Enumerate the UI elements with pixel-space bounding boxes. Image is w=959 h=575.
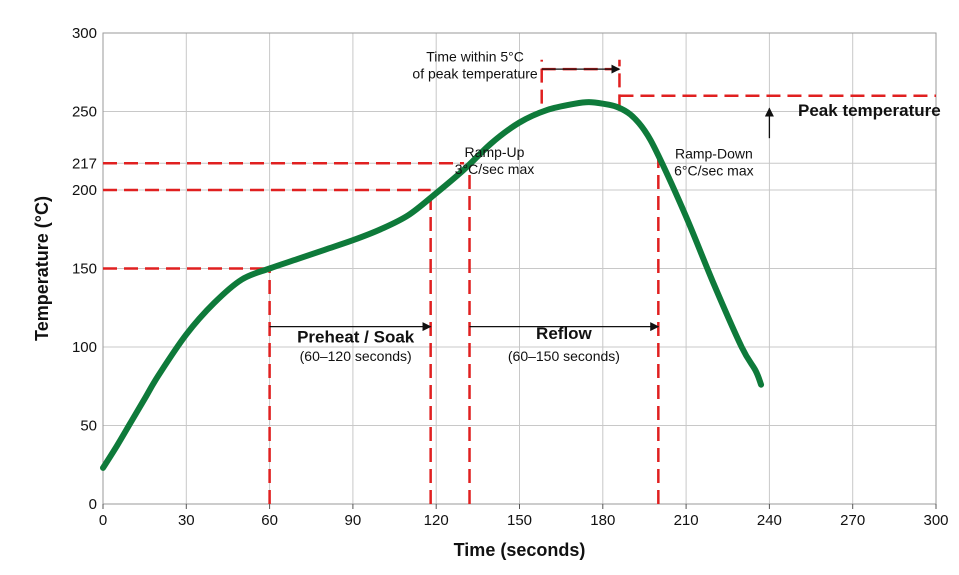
y-tick-label: 100 bbox=[72, 339, 97, 356]
x-tick-label: 120 bbox=[424, 512, 449, 529]
y-tick-label: 50 bbox=[80, 418, 97, 435]
x-tick-label: 90 bbox=[345, 512, 362, 529]
annotation-line: (60–150 seconds) bbox=[508, 348, 620, 364]
y-tick-label: 250 bbox=[72, 104, 97, 121]
annotation-line: Time within 5°C bbox=[426, 48, 524, 64]
annotation-line: Preheat / Soak bbox=[297, 327, 415, 346]
x-tick-label: 0 bbox=[99, 512, 107, 529]
arrows-layer bbox=[269, 64, 774, 332]
x-tick-label: 150 bbox=[507, 512, 532, 529]
x-tick-label: 60 bbox=[261, 512, 278, 529]
annotation-text: Preheat / Soak bbox=[297, 327, 415, 346]
annotation-line: Reflow bbox=[536, 324, 593, 343]
annotation-text: Time within 5°C of peak temperature bbox=[412, 48, 538, 81]
x-tick-label: 210 bbox=[674, 512, 699, 529]
annotation-line: 3°C/sec max bbox=[455, 161, 535, 177]
annotations-layer: Preheat / Soak (60–120 seconds) Reflow (60–… bbox=[297, 48, 941, 364]
y-tick-label: 150 bbox=[72, 261, 97, 278]
annotation-text: (60–120 seconds) bbox=[300, 348, 412, 364]
x-tick-label: 30 bbox=[178, 512, 195, 529]
annotation-line: of peak temperature bbox=[412, 65, 538, 81]
y-tick-label: 0 bbox=[89, 496, 97, 513]
tick-labels-layer: 0 30 60 90 120 150 180 210 240 270 300 0 50 100 150 200… bbox=[72, 25, 949, 529]
x-tick-label: 180 bbox=[590, 512, 615, 529]
annotation-line: (60–120 seconds) bbox=[300, 348, 412, 364]
series-layer bbox=[100, 99, 765, 471]
annotation-text: Ramp-Up 3°C/sec max bbox=[455, 144, 535, 177]
annotation-text: Peak temperature bbox=[798, 101, 941, 120]
x-axis-title: Time (seconds) bbox=[454, 540, 586, 560]
y-tick-label: 300 bbox=[72, 25, 97, 42]
annotation-line: Ramp-Down bbox=[675, 146, 753, 162]
x-tick-label: 240 bbox=[757, 512, 782, 529]
annotation-line: Peak temperature bbox=[798, 101, 941, 120]
y-tick-label: 217 bbox=[72, 155, 97, 172]
annotation-line: 6°C/sec max bbox=[674, 163, 754, 179]
y-axis-title: Temperature (°C) bbox=[32, 196, 52, 341]
annotation-line: Ramp-Up bbox=[465, 144, 525, 160]
annotation-text: Reflow bbox=[536, 324, 593, 343]
temperature-curve bbox=[100, 99, 765, 471]
annotation-text: (60–150 seconds) bbox=[508, 348, 620, 364]
x-tick-label: 300 bbox=[923, 512, 948, 529]
y-tick-label: 200 bbox=[72, 182, 97, 199]
annotation-text: Ramp-Down 6°C/sec max bbox=[674, 146, 754, 179]
x-tick-label: 270 bbox=[840, 512, 865, 529]
